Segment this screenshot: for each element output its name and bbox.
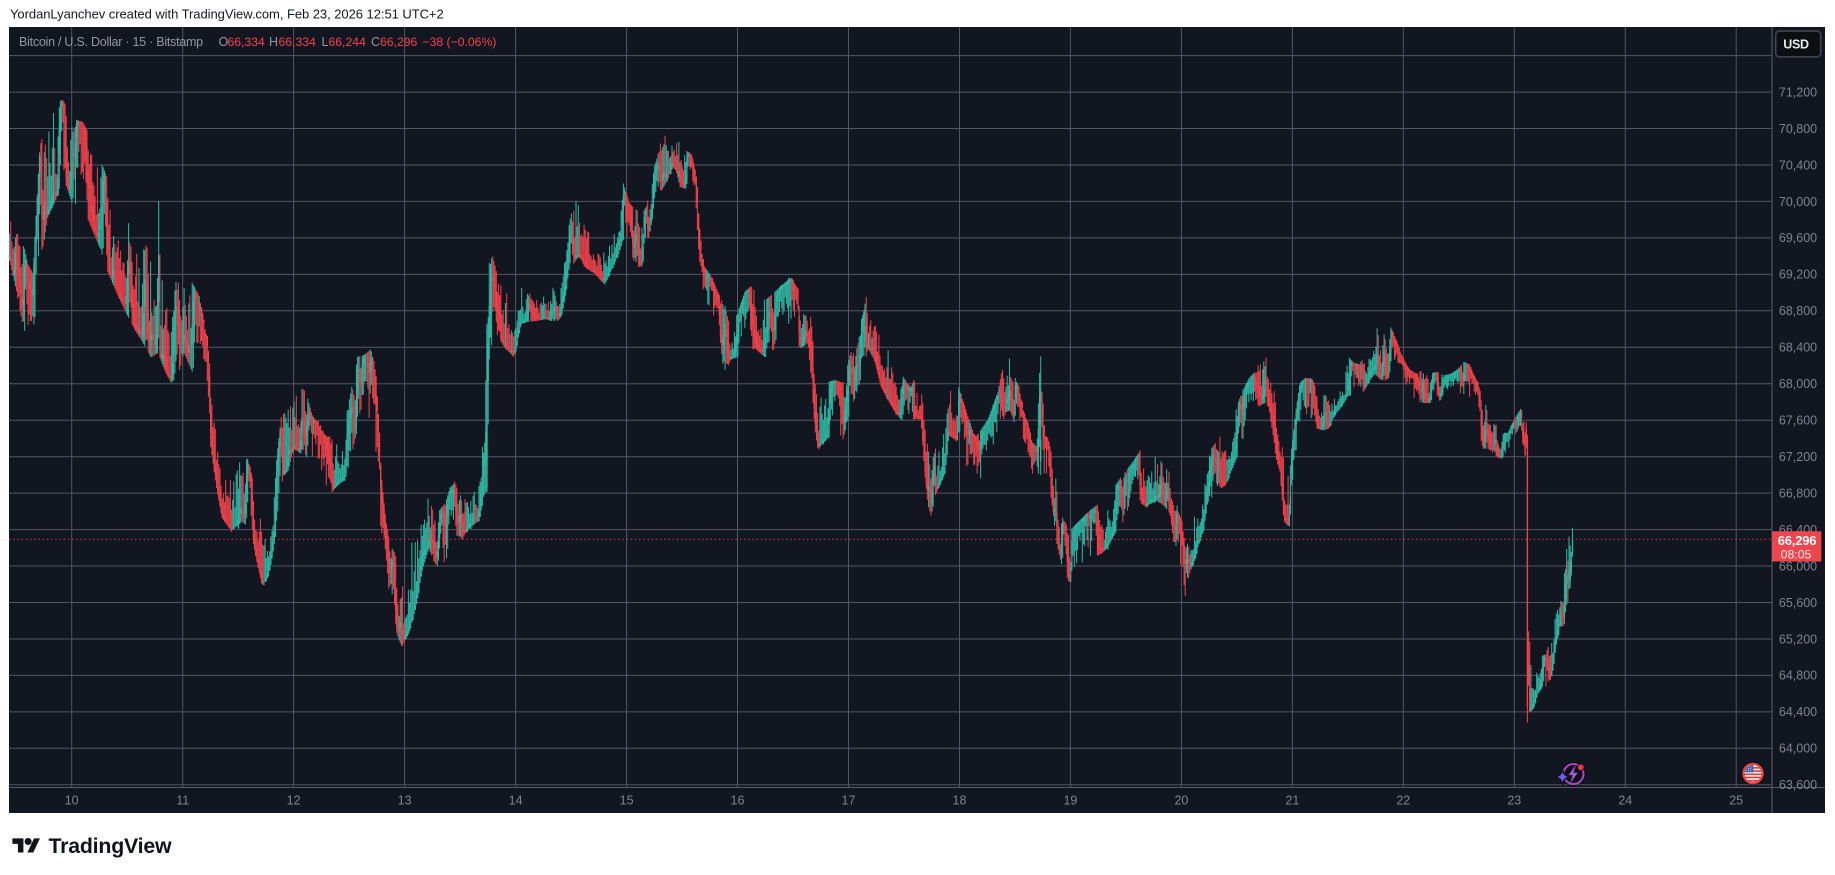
svg-text:63,600: 63,600 xyxy=(1779,778,1817,792)
svg-text:16: 16 xyxy=(731,794,745,808)
svg-text:19: 19 xyxy=(1063,794,1077,808)
svg-text:20: 20 xyxy=(1174,794,1188,808)
svg-text:66,296: 66,296 xyxy=(1778,533,1817,548)
svg-text:68,800: 68,800 xyxy=(1779,304,1817,318)
svg-text:21: 21 xyxy=(1285,794,1299,808)
svg-text:L: L xyxy=(322,35,329,49)
svg-text:14: 14 xyxy=(509,794,523,808)
svg-text:70,000: 70,000 xyxy=(1779,195,1817,209)
svg-text:68,000: 68,000 xyxy=(1779,377,1817,391)
svg-text:YordanLyanchev created with Tr: YordanLyanchev created with TradingView.… xyxy=(10,7,444,22)
svg-text:67,200: 67,200 xyxy=(1779,450,1817,464)
svg-text:69,200: 69,200 xyxy=(1779,268,1817,282)
svg-text:65,200: 65,200 xyxy=(1779,632,1817,646)
svg-text:11: 11 xyxy=(176,794,189,808)
svg-text:15: 15 xyxy=(620,794,634,808)
svg-text:H: H xyxy=(269,35,278,49)
svg-text:64,400: 64,400 xyxy=(1779,705,1817,719)
svg-text:Bitcoin / U.S. Dollar · 15 · B: Bitcoin / U.S. Dollar · 15 · Bitstamp xyxy=(19,35,203,49)
svg-text:10: 10 xyxy=(65,794,79,808)
svg-text:−38 (−0.06%): −38 (−0.06%) xyxy=(423,35,497,49)
svg-text:66,244: 66,244 xyxy=(329,35,366,49)
svg-text:66,000: 66,000 xyxy=(1779,559,1817,573)
svg-text:64,000: 64,000 xyxy=(1779,742,1817,756)
svg-text:66,334: 66,334 xyxy=(228,35,265,49)
svg-text:64,800: 64,800 xyxy=(1779,669,1817,683)
svg-text:18: 18 xyxy=(953,794,967,808)
svg-text:23: 23 xyxy=(1507,794,1521,808)
svg-text:24: 24 xyxy=(1618,794,1632,808)
svg-text:25: 25 xyxy=(1729,794,1743,808)
svg-text:17: 17 xyxy=(842,794,856,808)
svg-text:70,800: 70,800 xyxy=(1779,122,1817,136)
svg-text:66,800: 66,800 xyxy=(1779,486,1817,500)
svg-text:71,200: 71,200 xyxy=(1779,85,1817,99)
svg-text:65,600: 65,600 xyxy=(1779,596,1817,610)
svg-text:22: 22 xyxy=(1396,794,1410,808)
svg-text:68,400: 68,400 xyxy=(1779,341,1817,355)
svg-text:67,600: 67,600 xyxy=(1779,414,1817,428)
svg-text:66,334: 66,334 xyxy=(279,35,316,49)
svg-text:66,296: 66,296 xyxy=(380,35,417,49)
svg-text:69,600: 69,600 xyxy=(1779,231,1817,245)
svg-text:USD: USD xyxy=(1783,38,1809,52)
svg-text:O: O xyxy=(219,35,229,49)
svg-text:TradingView: TradingView xyxy=(49,834,172,858)
svg-text:08:05: 08:05 xyxy=(1781,547,1812,561)
svg-text:12: 12 xyxy=(287,794,301,808)
svg-text:13: 13 xyxy=(398,794,412,808)
svg-text:C: C xyxy=(371,35,380,49)
svg-text:70,400: 70,400 xyxy=(1779,158,1817,172)
